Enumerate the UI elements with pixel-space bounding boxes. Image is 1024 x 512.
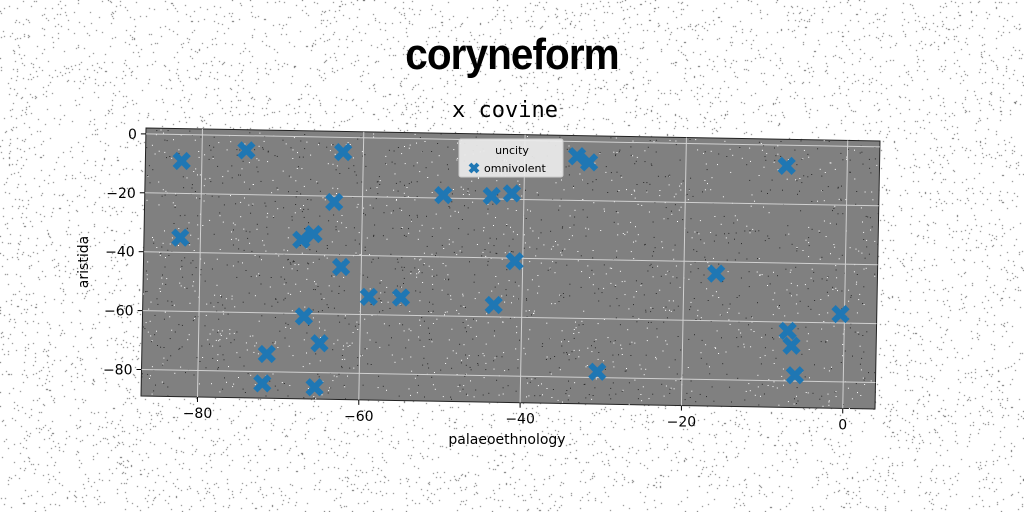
x-gridline xyxy=(842,140,849,409)
figure-suptitle: coryneform xyxy=(405,30,619,79)
data-point xyxy=(482,186,501,206)
data-point xyxy=(434,185,453,205)
data-point xyxy=(304,224,323,244)
legend-box xyxy=(458,138,564,178)
series-omnivolent xyxy=(171,141,850,397)
data-point xyxy=(305,378,324,397)
data-point xyxy=(310,334,329,353)
data-point xyxy=(502,184,522,203)
data-point xyxy=(237,141,256,160)
y-tick-label: −60 xyxy=(104,304,134,320)
y-axis-label: aristida xyxy=(76,236,92,288)
plot-noise xyxy=(141,129,880,410)
x-tick-label: −60 xyxy=(344,409,374,425)
y-tick-label: 0 xyxy=(128,127,137,143)
y-gridline xyxy=(144,192,879,207)
x-tick-label: 0 xyxy=(838,417,847,433)
x-axis-label: palaeoethnology xyxy=(448,432,565,448)
y-tick-label: −40 xyxy=(105,245,135,261)
data-point xyxy=(172,151,191,171)
data-point xyxy=(325,192,344,212)
data-point xyxy=(331,257,351,277)
data-point xyxy=(782,336,801,355)
x-tick-label: −40 xyxy=(505,412,535,428)
plot-area: −80 −60 −40 −20 0 0 −20 −40 −60 −80 palaeoethnolog… xyxy=(76,127,881,448)
data-point xyxy=(359,287,378,307)
data-point xyxy=(484,295,503,315)
y-gridline xyxy=(141,368,876,383)
data-point xyxy=(391,288,411,307)
x-tick-label: −80 xyxy=(183,406,213,422)
data-point xyxy=(707,264,726,283)
data-point xyxy=(785,366,805,385)
data-point xyxy=(294,307,314,326)
chart-title: x covine xyxy=(452,98,558,123)
x-gridline xyxy=(519,134,526,403)
x-gridline xyxy=(358,131,365,400)
y-tick-label: −80 xyxy=(103,362,133,378)
x-tick-label: −20 xyxy=(667,415,697,431)
data-point xyxy=(777,156,796,176)
data-point xyxy=(588,362,607,381)
data-point xyxy=(334,142,353,162)
y-tick-label: −20 xyxy=(106,186,136,202)
data-point xyxy=(567,147,587,166)
data-point xyxy=(253,374,272,393)
data-point xyxy=(292,230,311,249)
data-point xyxy=(579,153,599,172)
data-point xyxy=(831,304,850,324)
legend-title: uncity xyxy=(495,144,529,157)
data-point xyxy=(505,252,524,271)
legend-marker xyxy=(468,162,480,174)
y-gridline xyxy=(142,310,877,325)
data-point xyxy=(778,321,797,341)
legend: uncity omnivolent xyxy=(458,138,564,178)
x-gridline xyxy=(680,137,687,406)
legend-label: omnivolent xyxy=(484,162,547,175)
data-point xyxy=(171,228,190,247)
x-gridline xyxy=(196,128,203,398)
data-point xyxy=(257,344,276,364)
